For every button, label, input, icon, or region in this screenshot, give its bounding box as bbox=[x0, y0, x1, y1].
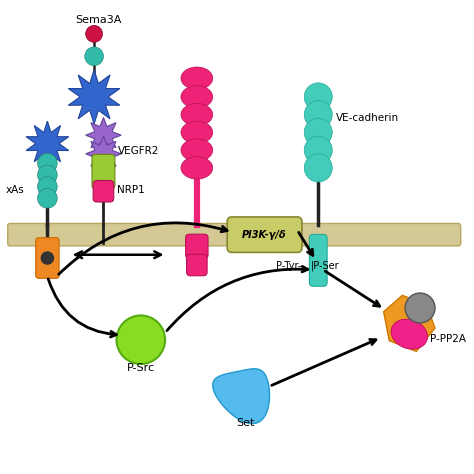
Circle shape bbox=[117, 316, 165, 364]
Circle shape bbox=[37, 154, 57, 173]
Text: NRP1: NRP1 bbox=[118, 185, 145, 195]
Circle shape bbox=[85, 47, 103, 65]
FancyBboxPatch shape bbox=[186, 234, 208, 258]
Circle shape bbox=[86, 26, 102, 42]
Text: xAs: xAs bbox=[5, 185, 24, 195]
Circle shape bbox=[405, 293, 435, 323]
Circle shape bbox=[37, 165, 57, 185]
Ellipse shape bbox=[181, 67, 213, 90]
Text: PI3K-γ/δ: PI3K-γ/δ bbox=[242, 230, 287, 240]
Circle shape bbox=[304, 100, 332, 128]
Text: VEGFR2: VEGFR2 bbox=[118, 146, 159, 155]
FancyBboxPatch shape bbox=[92, 155, 115, 189]
Circle shape bbox=[304, 136, 332, 164]
Ellipse shape bbox=[181, 139, 213, 161]
Circle shape bbox=[304, 118, 332, 146]
Text: VE-cadherin: VE-cadherin bbox=[336, 113, 399, 123]
Polygon shape bbox=[86, 118, 121, 153]
Polygon shape bbox=[68, 70, 120, 124]
FancyBboxPatch shape bbox=[36, 237, 59, 278]
Polygon shape bbox=[383, 295, 435, 351]
Ellipse shape bbox=[181, 103, 213, 126]
FancyBboxPatch shape bbox=[8, 223, 461, 246]
Polygon shape bbox=[213, 369, 270, 424]
Ellipse shape bbox=[181, 157, 213, 179]
Circle shape bbox=[37, 177, 57, 196]
Circle shape bbox=[37, 189, 57, 208]
Polygon shape bbox=[86, 136, 121, 172]
Text: Sema3A: Sema3A bbox=[75, 15, 122, 25]
Text: P-PP2A: P-PP2A bbox=[430, 334, 466, 344]
Polygon shape bbox=[26, 121, 69, 166]
Ellipse shape bbox=[181, 121, 213, 144]
FancyBboxPatch shape bbox=[227, 217, 302, 253]
FancyBboxPatch shape bbox=[310, 235, 327, 286]
Ellipse shape bbox=[391, 319, 428, 349]
Text: Set: Set bbox=[237, 418, 255, 428]
FancyBboxPatch shape bbox=[93, 181, 114, 202]
Text: P-Src: P-Src bbox=[127, 364, 155, 374]
FancyBboxPatch shape bbox=[187, 254, 207, 276]
Text: P-Tyr-: P-Tyr- bbox=[276, 261, 301, 271]
Circle shape bbox=[41, 252, 54, 264]
Text: |P-Ser: |P-Ser bbox=[311, 261, 340, 271]
Circle shape bbox=[304, 154, 332, 182]
Circle shape bbox=[304, 83, 332, 111]
Ellipse shape bbox=[181, 86, 213, 108]
